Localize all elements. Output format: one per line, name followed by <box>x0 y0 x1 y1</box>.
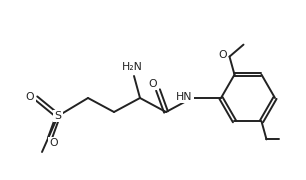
Text: S: S <box>54 111 62 121</box>
Text: H₂N: H₂N <box>121 62 142 72</box>
Text: HN: HN <box>176 92 192 102</box>
Text: O: O <box>149 79 157 89</box>
Text: O: O <box>218 50 227 60</box>
Text: O: O <box>26 92 34 102</box>
Text: O: O <box>50 138 58 148</box>
